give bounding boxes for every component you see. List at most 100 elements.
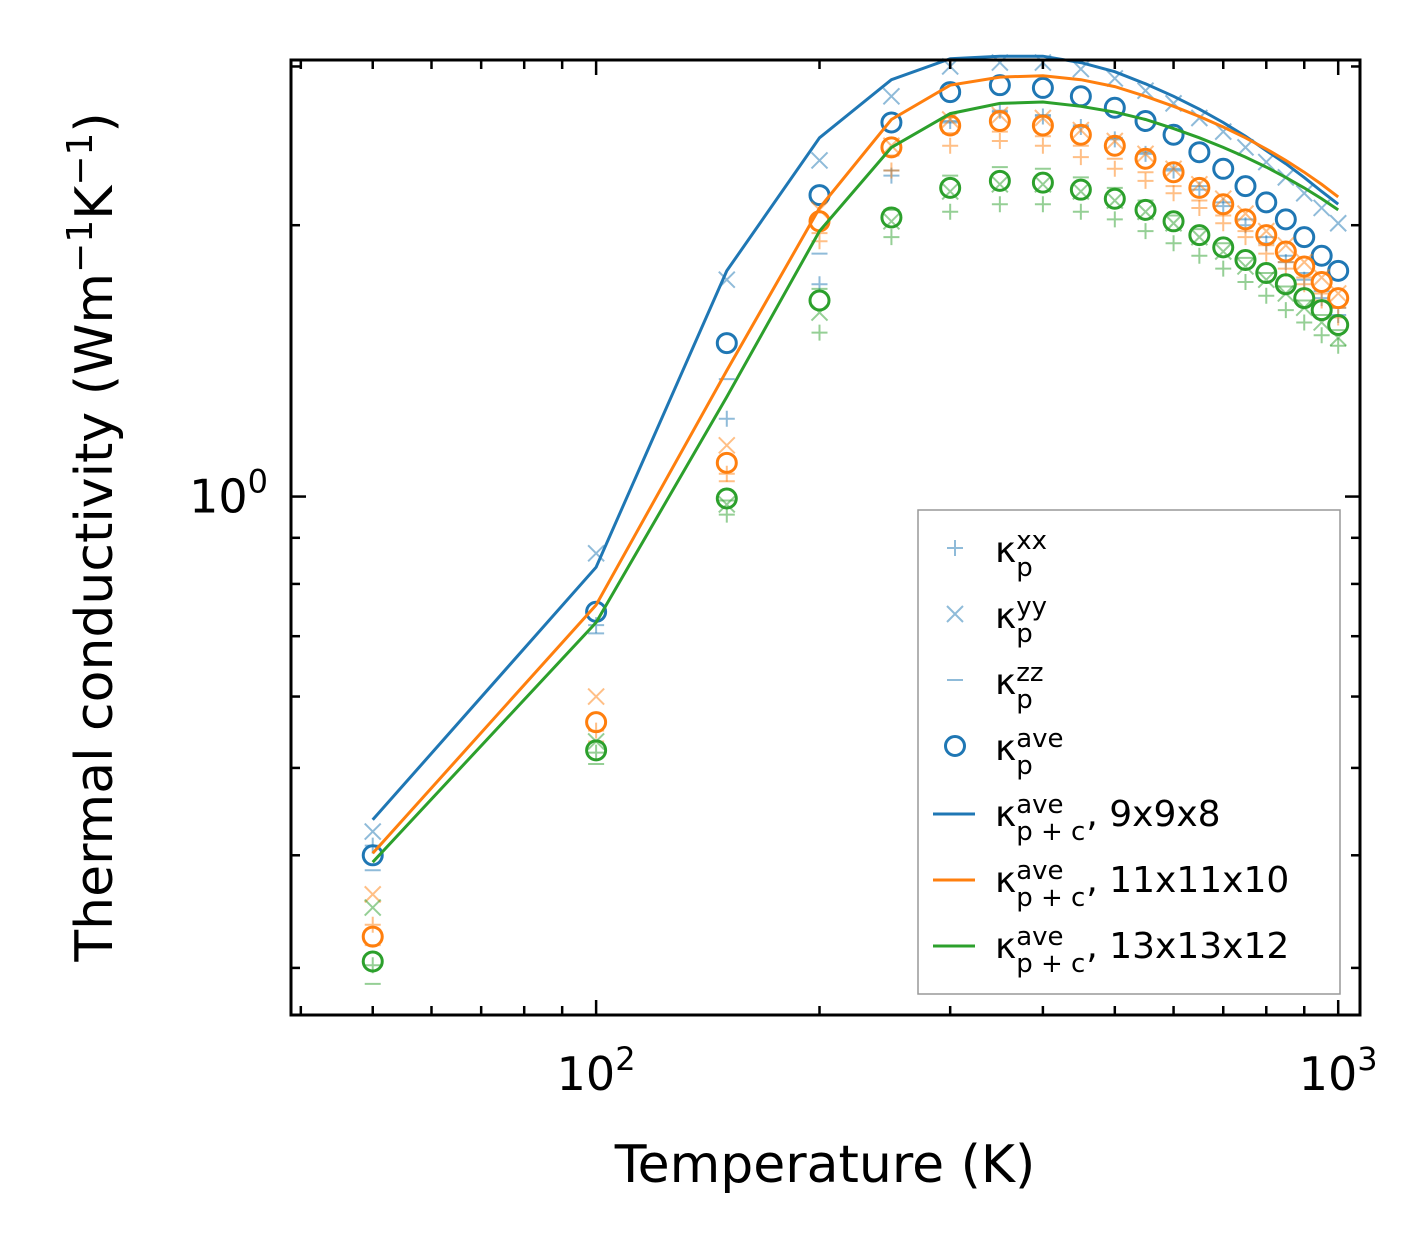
point-yy-11x11x10-700	[1214, 190, 1232, 208]
legend-subscript: p	[1016, 685, 1033, 715]
point-xx-11x11x10-300	[942, 137, 959, 154]
point-xx-9x9x8-700	[1215, 198, 1232, 215]
series-13x13x12	[361, 100, 1350, 985]
point-xx-11x11x10-500	[1106, 160, 1123, 177]
point-ave-13x13x12-100	[585, 739, 608, 762]
point-yy-13x13x12-800	[1257, 271, 1275, 289]
legend-entry-0: κxx p	[947, 526, 1047, 583]
axis-ticks	[291, 60, 1360, 1015]
point-yy-11x11x10-550	[1136, 145, 1155, 163]
legend-symbol: κ	[995, 728, 1016, 769]
point-xx-13x13x12-800	[1258, 287, 1275, 304]
point-yy-13x13x12-150	[718, 495, 736, 514]
x-tick-label-100: 102	[557, 1040, 636, 1101]
legend-label-6: κave p + c, 13x13x12	[995, 922, 1289, 979]
legend-superscript: ave	[1016, 856, 1063, 886]
point-ave-11x11x10-650	[1188, 176, 1211, 199]
legend-superscript: ave	[1016, 790, 1063, 820]
point-ave-11x11x10-700	[1212, 193, 1235, 216]
point-ave-13x13x12-650	[1188, 224, 1211, 247]
point-yy-9x9x8-900	[1295, 184, 1313, 202]
legend-superscript: ave	[1016, 922, 1063, 952]
legend-suffix: , 9x9x8	[1086, 794, 1220, 835]
y-axis-label-mid: K	[65, 184, 125, 220]
point-ave-11x11x10-100	[585, 711, 608, 734]
point-ave-13x13x12-500	[1103, 187, 1126, 210]
point-xx-13x13x12-400	[1034, 196, 1051, 213]
point-yy-9x9x8-50	[364, 822, 382, 841]
point-xx-13x13x12-100	[588, 744, 605, 761]
point-ave-11x11x10-550	[1134, 147, 1157, 170]
point-yy-11x11x10-850	[1277, 236, 1295, 254]
x-tick-label-1000: 103	[1299, 1040, 1378, 1101]
point-xx-11x11x10-400	[1034, 137, 1051, 154]
x-tick-label-base: 10	[557, 1047, 616, 1101]
legend-cross-marker	[946, 605, 964, 623]
point-yy-9x9x8-800	[1257, 153, 1275, 171]
point-xx-13x13x12-200	[811, 324, 828, 341]
point-ave-13x13x12-700	[1212, 236, 1235, 259]
y-axis-label: Thermal conductivity (Wm−1K−1)	[60, 112, 125, 962]
point-yy-9x9x8-200	[810, 151, 829, 170]
legend-symbol: κ	[995, 926, 1016, 967]
point-ave-11x11x10-750	[1234, 208, 1257, 231]
line-pc-11x11x10	[371, 74, 1340, 855]
point-xx-11x11x10-600	[1165, 185, 1182, 202]
point-yy-9x9x8-1000	[1329, 214, 1347, 232]
point-xx-11x11x10-50	[364, 916, 381, 933]
point-ave-11x11x10-600	[1162, 161, 1185, 184]
point-xx-9x9x8-600	[1165, 162, 1182, 179]
point-ave-9x9x8-50	[361, 844, 384, 867]
point-xx-11x11x10-450	[1072, 149, 1089, 166]
line-pc-9x9x8	[371, 54, 1340, 821]
legend-superscript: yy	[1016, 592, 1047, 622]
point-ave-13x13x12-300	[939, 176, 962, 199]
point-ave-13x13x12-50	[361, 950, 384, 973]
point-ave-11x11x10-400	[1031, 114, 1054, 137]
legend-symbol: κ	[995, 596, 1016, 637]
point-ave-11x11x10-250	[880, 136, 903, 159]
point-yy-11x11x10-950	[1312, 268, 1331, 287]
point-ave-9x9x8-250	[880, 111, 903, 134]
legend-label-2: κzz p	[995, 658, 1044, 715]
legend-entry-6: κave p + c, 13x13x12	[933, 922, 1289, 979]
y-axis-label-exp2: −1	[60, 133, 101, 186]
x-tick-label-exp: 3	[1357, 1040, 1377, 1078]
point-ave-9x9x8-950	[1310, 244, 1333, 267]
point-xx-13x13x12-750	[1237, 273, 1254, 290]
point-ave-11x11x10-50	[361, 925, 384, 948]
point-ave-9x9x8-750	[1234, 175, 1257, 198]
legend-symbol: κ	[995, 860, 1016, 901]
point-xx-11x11x10-700	[1215, 215, 1232, 232]
point-ave-9x9x8-800	[1255, 191, 1278, 214]
point-ave-13x13x12-950	[1310, 299, 1333, 322]
x-tick-label-exp: 2	[615, 1040, 635, 1078]
point-xx-13x13x12-1000	[1330, 337, 1347, 354]
point-ave-9x9x8-550	[1134, 109, 1157, 132]
legend-label-3: κave p	[995, 724, 1064, 781]
point-ave-11x11x10-500	[1103, 134, 1126, 157]
legend-label-1: κyy p	[995, 592, 1047, 649]
point-ave-13x13x12-800	[1255, 262, 1278, 285]
point-xx-13x13x12-700	[1215, 260, 1232, 277]
point-xx-11x11x10-250	[883, 162, 900, 179]
point-xx-13x13x12-650	[1191, 247, 1208, 264]
line-pc-13x13x12	[371, 100, 1340, 864]
point-xx-13x13x12-350	[991, 196, 1008, 213]
point-ave-13x13x12-250	[880, 206, 903, 229]
point-ave-13x13x12-850	[1274, 273, 1297, 296]
point-yy-11x11x10-300	[941, 110, 959, 129]
point-ave-11x11x10-450	[1069, 123, 1092, 146]
point-ave-11x11x10-850	[1274, 240, 1297, 263]
point-yy-11x11x10-500	[1106, 132, 1124, 150]
legend-symbol: κ	[995, 662, 1016, 703]
point-yy-11x11x10-450	[1072, 121, 1090, 139]
point-ave-13x13x12-450	[1069, 178, 1092, 201]
legend-symbol: κ	[995, 530, 1016, 571]
point-ave-9x9x8-400	[1031, 76, 1054, 99]
point-ave-13x13x12-400	[1031, 171, 1054, 194]
legend-entry-5: κave p + c, 11x11x10	[933, 856, 1289, 913]
point-ave-13x13x12-750	[1234, 248, 1257, 271]
x-axis-label: Temperature (K)	[614, 1135, 1036, 1195]
